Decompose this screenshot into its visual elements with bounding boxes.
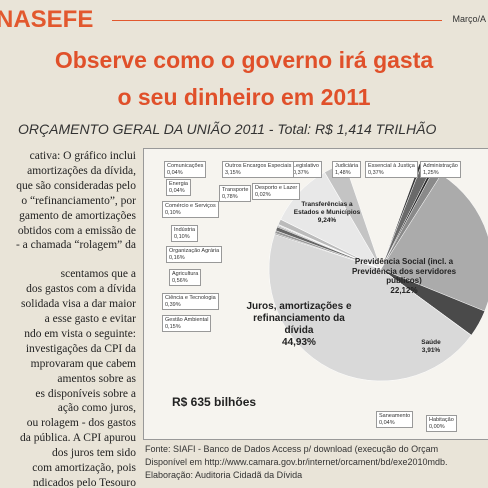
annotation: R$ 635 bilhões [172, 395, 257, 409]
slice-label: Saúde 3,91% [406, 339, 456, 355]
value-label: 0,10% [165, 209, 181, 216]
value-label: 0,56% [172, 277, 188, 284]
slice-label: Outros Encargos Especiais 3,15% [222, 161, 295, 178]
value-label: 0,10% [174, 233, 190, 240]
value-label: 9,24% [317, 216, 337, 224]
source-line: Disponível em http://www.camara.gov.br/i… [145, 457, 448, 467]
value-label: 1,48% [335, 169, 351, 176]
value-label: 0,04% [167, 169, 183, 176]
slice-label: Habitação 0,00% [426, 415, 457, 432]
body-line: mprovaram que cabem [30, 357, 136, 370]
subtitle: ORÇAMENTO GERAL DA UNIÃO 2011 - Total: R… [18, 121, 437, 137]
value-label: 44,93% [282, 337, 316, 348]
body-line: ou rolagem - dos gastos [26, 417, 136, 430]
slice-label: Gestão Ambiental 0,15% [162, 315, 212, 332]
value-label: 22,12% [390, 285, 418, 295]
category-label: Ciência e Tecnologia [165, 295, 216, 301]
slice-label: Administração 1,25% [420, 161, 461, 178]
category-label: Juros, amortizações e refinanciamento da… [246, 301, 352, 336]
body-line: amentos sobre as [57, 372, 136, 385]
value-label: 0,00% [429, 423, 445, 430]
category-label: Judiciária [335, 163, 359, 169]
slice-label: Saneamento 0,04% [376, 411, 414, 428]
slice-label: Transferências a Estados e Municípios 9,2… [292, 201, 362, 224]
slice-label: Energia 0,04% [166, 179, 191, 196]
body-line: - a chamada “rolagem” da [15, 239, 136, 252]
category-label: Comércio e Serviços [165, 203, 216, 209]
body-line: amortizações da dívida, [27, 164, 136, 177]
body-line: ndicados pelo Tesouro [32, 476, 136, 488]
header-rule [112, 20, 442, 21]
slice-label: Juros, amortizações e refinanciamento da… [244, 301, 354, 349]
value-label: 0,04% [379, 419, 395, 426]
date: Março/A [452, 14, 486, 24]
value-label: 3,91% [421, 346, 441, 354]
body-line: da pública. A CPI apurou [20, 432, 136, 445]
slice-label: Judiciária 1,48% [332, 161, 362, 178]
body-line: scentamos que a [60, 268, 136, 281]
body-line: a esse gasto e evitar [44, 313, 136, 325]
value-label: 0,39% [165, 301, 181, 308]
body-line: ação como juros, [57, 402, 136, 415]
body-line: cativa: O gráfico inclui [29, 150, 136, 162]
category-label: Saneamento [379, 413, 411, 419]
slice-label: Essencial à Justiça 0,37% [365, 161, 418, 178]
category-label: Comunicações [167, 163, 204, 169]
slice-label: Previdência Social (incl. a Previdência … [349, 257, 459, 295]
category-label: Desporto e Lazer [255, 185, 298, 191]
value-label: 0,16% [169, 254, 185, 261]
body-line: ndo em vista o seguinte: [24, 327, 136, 340]
body-line: dos juros tem sido [51, 447, 136, 460]
slice-label: Legislativo 0,37% [290, 161, 322, 178]
pie-slice [268, 233, 472, 382]
value-label: 0,15% [165, 323, 181, 330]
slice-label: Comércio e Serviços 0,10% [162, 201, 219, 218]
category-label: Saúde [421, 339, 441, 346]
category-label: Transporte [222, 187, 249, 193]
body-line: o “refinanciamento”, por [21, 194, 136, 207]
slice-label: Indústria 0,10% [171, 225, 199, 242]
category-label: Outros Encargos Especiais [225, 163, 292, 169]
category-label: Administração [423, 163, 458, 169]
category-label: Essencial à Justiça [368, 163, 415, 169]
body-line: dos gastos com a dívida [26, 283, 136, 296]
category-label: Indústria [174, 227, 196, 233]
slice-label: Organização Agrária 0,16% [166, 246, 223, 263]
chart: R$ 635 bilhões Legislativo 0,37% Judiciári… [143, 148, 488, 440]
source-line: Fonte: SIAFI - Banco de Dados Access p/ … [145, 444, 439, 454]
category-label: Gestão Ambiental [165, 317, 209, 323]
title: Observe como o governo irá gasta [54, 47, 434, 73]
masthead: NASEFE [0, 6, 94, 33]
slice-label: Agricultura 0,56% [169, 269, 202, 286]
value-label: 0,02% [255, 191, 271, 198]
category-label: Energia [169, 181, 188, 187]
source-line: Elaboração: Auditoria Cidadã da Dívida [145, 470, 303, 480]
category-label: Organização Agrária [169, 248, 220, 254]
body-line: obtidos com a emissão de [17, 224, 136, 237]
body-line: que são consideradas pelo [16, 179, 136, 192]
category-label: Transferências a Estados e Municípios [293, 201, 361, 216]
body-line: solidada visa a dar maior [21, 298, 136, 311]
body-line: com amortização, pois [32, 462, 136, 474]
value-label: 3,15% [225, 169, 241, 176]
body-line: es disponíveis sobre a [35, 387, 136, 400]
pie-chart [268, 162, 488, 382]
slice-label: Desporto e Lazer 0,02% [252, 183, 301, 200]
title: o seu dinheiro em 2011 [117, 84, 371, 110]
category-label: Legislativo [293, 163, 319, 169]
body-line: investigações da CPI da [25, 342, 136, 355]
slice-label: Transporte 0,78% [219, 185, 252, 202]
value-label: 0,78% [222, 193, 238, 200]
category-label: Agricultura [172, 271, 199, 277]
slice-label: Ciência e Tecnologia 0,39% [162, 293, 219, 310]
value-label: 0,04% [169, 187, 185, 194]
body-line: gamento de amortizações [19, 209, 136, 222]
value-label: 0,37% [293, 169, 309, 176]
value-label: 0,37% [368, 169, 384, 176]
category-label: Previdência Social (incl. a Previdência … [351, 257, 457, 286]
slice-label: Comunicações 0,04% [164, 161, 207, 178]
category-label: Habitação [429, 417, 454, 423]
value-label: 1,25% [423, 169, 439, 176]
